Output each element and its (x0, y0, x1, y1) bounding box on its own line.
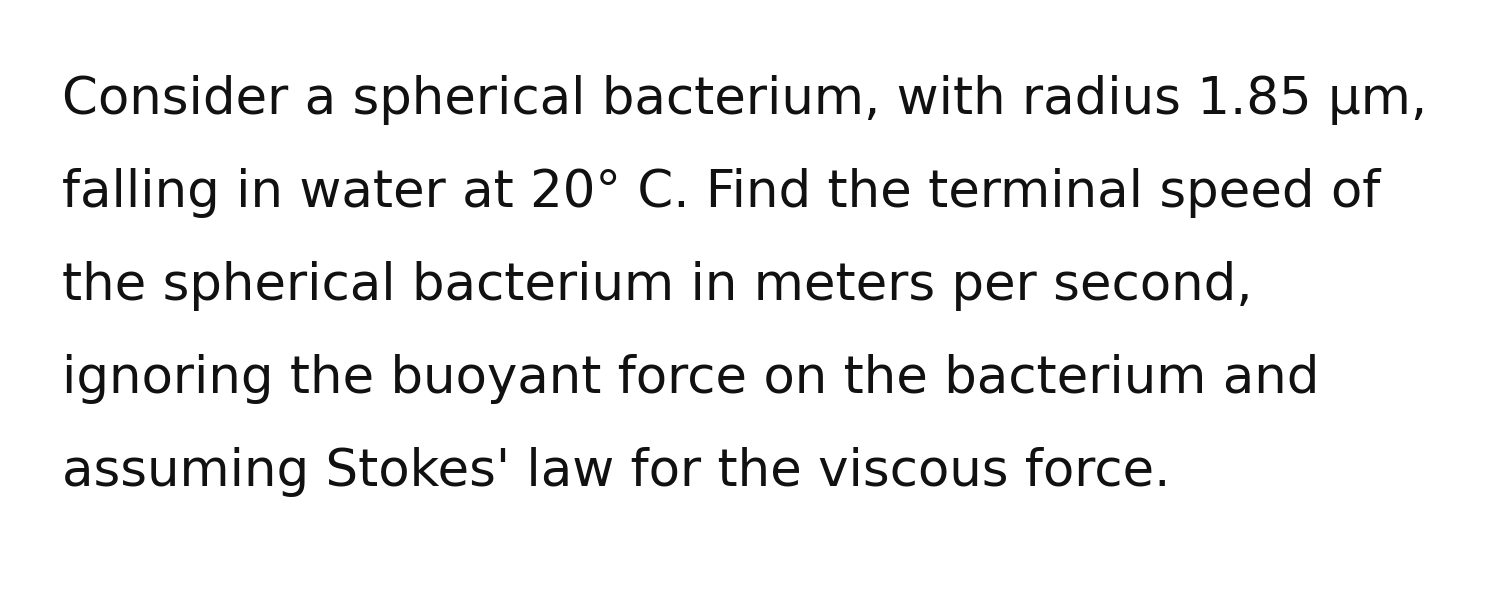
Text: falling in water at 20° C. Find the terminal speed of: falling in water at 20° C. Find the term… (62, 168, 1380, 218)
Text: assuming Stokes' law for the viscous force.: assuming Stokes' law for the viscous for… (62, 447, 1170, 497)
Text: the spherical bacterium in meters per second,: the spherical bacterium in meters per se… (62, 261, 1252, 311)
Text: Consider a spherical bacterium, with radius 1.85 μm,: Consider a spherical bacterium, with rad… (62, 75, 1426, 125)
Text: ignoring the buoyant force on the bacterium and: ignoring the buoyant force on the bacter… (62, 354, 1320, 404)
